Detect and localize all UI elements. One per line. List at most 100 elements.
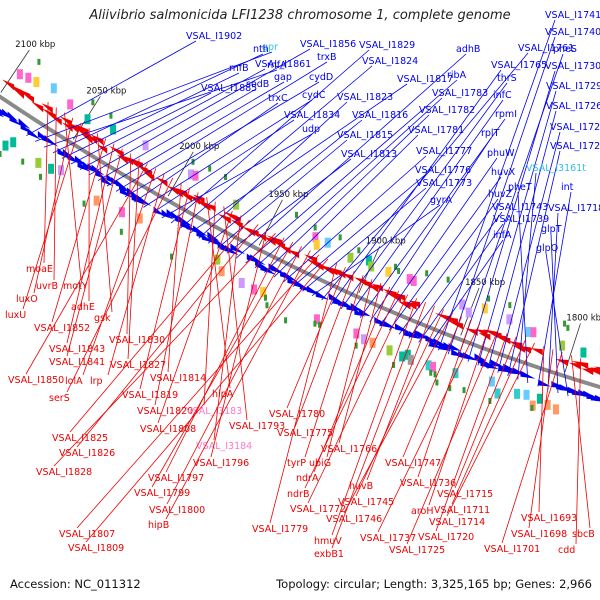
reverse-gene-arrow bbox=[384, 292, 402, 302]
feature-mark bbox=[393, 263, 397, 270]
forward-gene-arrow bbox=[306, 285, 322, 296]
forward-gene-label: VSAL_I1781 bbox=[408, 125, 464, 136]
reverse-gene-label: VSAL_I1797 bbox=[148, 473, 204, 484]
reverse-gene-label: VSAL_I1775 bbox=[277, 428, 333, 439]
forward-gene-label: infA bbox=[493, 230, 512, 241]
forward-label-leader bbox=[545, 252, 569, 397]
forward-gene-arrow bbox=[299, 283, 312, 292]
feature-mark bbox=[530, 404, 534, 411]
reverse-label-leader bbox=[213, 215, 242, 441]
forward-gene-arrow bbox=[583, 390, 596, 398]
forward-gene-label: VSAL_I1726 bbox=[546, 101, 600, 112]
feature-block bbox=[481, 303, 488, 314]
reverse-gene-label: VSAL_I3183 bbox=[186, 406, 242, 417]
reverse-gene-arrow bbox=[137, 165, 148, 175]
reverse-label-leader bbox=[69, 219, 250, 433]
reverse-gene-label: tyrP bbox=[287, 458, 306, 469]
feature-block bbox=[544, 399, 551, 410]
forward-gene-arrow bbox=[153, 206, 165, 216]
accession-label: Accession: NC_011312 bbox=[10, 577, 141, 591]
reverse-label-leader bbox=[166, 246, 302, 505]
reverse-gene-label: adhE bbox=[71, 302, 95, 313]
feature-mark bbox=[487, 295, 491, 302]
feature-block bbox=[406, 274, 413, 285]
feature-block bbox=[25, 72, 32, 83]
reverse-label-leader bbox=[107, 173, 165, 376]
feature-block bbox=[142, 140, 149, 151]
reverse-gene-label: VSAL_I1830 bbox=[109, 335, 165, 346]
reverse-gene-arrow bbox=[70, 123, 84, 135]
reverse-gene-arrow bbox=[490, 333, 507, 343]
feature-block bbox=[353, 328, 360, 339]
reverse-gene-arrow bbox=[66, 122, 79, 134]
reverse-gene-label: VSAL_I1701 bbox=[484, 544, 540, 555]
feature-block bbox=[386, 345, 393, 356]
forward-gene-label: nth bbox=[253, 44, 269, 55]
reverse-gene-label: ndrA bbox=[296, 473, 319, 484]
forward-gene-arrow bbox=[7, 111, 18, 122]
reverse-gene-label: VSAL_I1725 bbox=[389, 545, 445, 556]
feature-block bbox=[430, 361, 437, 372]
forward-label-leader bbox=[264, 114, 430, 273]
forward-label-leader bbox=[550, 233, 559, 393]
forward-gene-arrow bbox=[136, 194, 152, 207]
feature-block bbox=[385, 266, 392, 277]
reverse-label-leader bbox=[206, 197, 231, 389]
reverse-gene-arrow bbox=[390, 292, 406, 302]
forward-gene-label: VSAL_I1856 bbox=[300, 39, 356, 50]
reverse-label-leader bbox=[22, 122, 82, 310]
forward-label-leader bbox=[487, 110, 557, 370]
feature-block bbox=[488, 376, 495, 387]
forward-gene-label: ribA bbox=[447, 70, 467, 81]
forward-label-leader bbox=[330, 69, 502, 305]
feature-mark bbox=[265, 302, 269, 309]
forward-label-leader bbox=[292, 174, 426, 287]
reverse-gene-label: VSAL_I1807 bbox=[59, 529, 115, 540]
feature-block bbox=[50, 83, 57, 94]
reverse-gene-label: VSAL_I1745 bbox=[338, 497, 394, 508]
forward-label-leader bbox=[398, 198, 499, 335]
reverse-gene-arrow bbox=[478, 332, 491, 341]
reverse-gene-arrow bbox=[262, 236, 276, 246]
feature-mark bbox=[392, 361, 396, 368]
reverse-label-leader bbox=[165, 237, 285, 473]
forward-label-leader bbox=[245, 79, 458, 264]
forward-gene-label: trxB bbox=[317, 52, 337, 63]
feature-mark bbox=[37, 58, 41, 65]
feature-block bbox=[238, 277, 245, 288]
feature-block bbox=[313, 314, 320, 325]
reverse-gene-arrow bbox=[186, 194, 201, 205]
forward-label-leader bbox=[467, 70, 556, 362]
forward-label-leader bbox=[283, 155, 427, 283]
reverse-gene-arrow bbox=[434, 313, 452, 323]
feature-mark bbox=[0, 150, 2, 157]
forward-label-leader bbox=[79, 68, 266, 170]
forward-gene-label: cydD bbox=[309, 72, 333, 83]
reverse-gene-label: lolA bbox=[65, 376, 83, 387]
forward-label-leader bbox=[369, 137, 492, 323]
forward-label-leader bbox=[217, 139, 348, 249]
reverse-label-leader bbox=[97, 133, 113, 313]
reverse-gene-label: VSAL_I1746 bbox=[326, 514, 382, 525]
genome-summary: Topology: circular; Length: 3,325,165 bp… bbox=[276, 577, 592, 591]
forward-label-leader bbox=[170, 49, 370, 224]
reverse-label-leader bbox=[338, 283, 382, 444]
forward-gene-label: infC bbox=[493, 90, 512, 101]
forward-gene-label: VSAL_I1813 bbox=[341, 149, 397, 160]
reverse-gene-label: VSAL_I1793 bbox=[229, 421, 285, 432]
reverse-label-leader bbox=[313, 286, 391, 473]
reverse-gene-label: sbcB bbox=[572, 529, 595, 540]
forward-gene-arrow bbox=[170, 211, 184, 222]
forward-label-leader bbox=[97, 88, 257, 181]
feature-block bbox=[33, 77, 40, 88]
forward-gene-label: pheT bbox=[508, 182, 532, 193]
forward-gene-label: VSAL_I1902 bbox=[186, 31, 242, 42]
reverse-gene-arrow bbox=[255, 232, 267, 242]
scale-label: 1850 kbp bbox=[465, 278, 505, 288]
reverse-label-leader bbox=[151, 241, 294, 488]
forward-gene-arrow bbox=[208, 235, 224, 247]
reverse-gene-arrow bbox=[13, 88, 25, 99]
reverse-gene-arrow bbox=[81, 133, 93, 144]
forward-gene-label: trxC bbox=[268, 93, 288, 104]
forward-label-leader bbox=[198, 101, 348, 239]
